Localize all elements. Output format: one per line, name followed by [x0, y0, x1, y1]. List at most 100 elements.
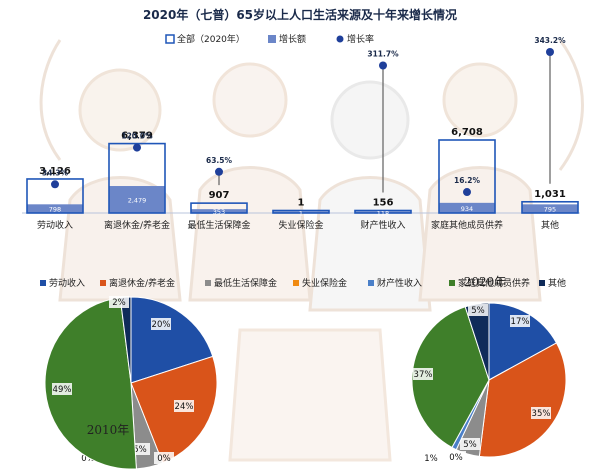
pie-legend-swatch: [539, 280, 545, 286]
pie-slice-label: 24%: [175, 402, 194, 412]
rate-label: 16.2%: [454, 176, 481, 185]
pie-slice: [488, 302, 558, 381]
rate-marker: [463, 188, 471, 197]
legend-increase-label: 增长额: [279, 33, 306, 45]
pie-legend-swatch: [449, 280, 455, 286]
pie-slice-label-bg: [468, 304, 488, 316]
bar-total-label: 1,031: [534, 189, 566, 200]
pie-slice: [44, 297, 137, 469]
pie-slice-label: 5%: [463, 440, 477, 450]
bar-total-label: 907: [209, 190, 230, 201]
pie-slice-label-bg: [531, 407, 551, 419]
pie-legend-label: 劳动收入: [49, 277, 85, 289]
pie-slice: [478, 342, 567, 458]
bar-category-label: 其他: [541, 219, 559, 231]
legend-total-swatch: [165, 34, 175, 44]
pie-slice-label-bg: [154, 452, 174, 464]
bar-category-label: 财产性收入: [360, 219, 405, 231]
bar-total-label: 3,126: [39, 166, 71, 177]
pie-slice-label-bg: [413, 368, 433, 380]
pie-slice-label-bg: [446, 451, 466, 463]
pie-slice-label-bg: [510, 315, 530, 327]
bar-total: [26, 178, 84, 214]
bar-total-label: 6,379: [121, 131, 153, 142]
pie-slice-label: 35%: [532, 409, 551, 419]
pie-chart-2010: 20% 24% 5% 0% 0% 49% 2%: [44, 296, 218, 469]
pie-slice-label: 1%: [424, 454, 438, 464]
pie-legend-swatch: [205, 280, 211, 286]
pie-legend-swatch: [368, 280, 374, 286]
pie-slice-label: 0%: [157, 454, 171, 464]
pie-legend-label: 财产性收入: [377, 277, 422, 289]
rate-label: 34.3%: [42, 168, 69, 177]
pie-chart-2020: 17%35%5%0%1%37%5%: [411, 302, 567, 464]
bar-total: [438, 139, 496, 214]
pie-legend-label: 失业保险金: [302, 277, 347, 289]
bar-total: [190, 202, 248, 214]
bar-category-label: 离退休金/养老金: [104, 219, 170, 231]
pie-slice-label-bg: [109, 296, 129, 308]
rate-marker: [215, 167, 223, 176]
pie-slice-label: 0%: [449, 453, 463, 463]
legend-increase-swatch: [268, 35, 276, 43]
pie-slice: [411, 306, 490, 449]
bar-total-label: 6,708: [451, 127, 483, 138]
bar-total-label: 156: [373, 198, 394, 209]
bar-total: [272, 209, 330, 214]
legend-total-label: 全部（2020年）: [177, 33, 245, 45]
pie-slice-label-bg: [460, 438, 480, 450]
pie-slice-label-bg: [421, 452, 441, 464]
bar-increase-label: 1: [299, 209, 303, 217]
pie-legend-swatch: [100, 280, 106, 286]
bar-category-label: 家庭其他成员供养: [431, 219, 503, 231]
rate-marker: [546, 48, 554, 56]
pie-slice-label-bg: [52, 383, 72, 395]
bar-increase: [191, 209, 247, 213]
pie-title-2010: 2010年: [87, 423, 130, 437]
pie-legend-swatch: [293, 280, 299, 286]
pie-legend-label: 最低生活保障金: [214, 277, 277, 289]
bar-total-label: 1: [298, 198, 305, 209]
pie-slice-label-bg: [174, 400, 194, 412]
pie-legend-label: 其他: [548, 277, 566, 289]
pie-slice-label: 17%: [511, 317, 530, 327]
bar-increase: [109, 186, 165, 213]
bar-category-label: 最低生活保障金: [187, 219, 250, 231]
bar-total: [521, 200, 579, 214]
bar-increase-label: 934: [461, 205, 473, 213]
bar-increase-label: 795: [544, 206, 556, 214]
legend-rate-label: 增长率: [347, 33, 374, 45]
pie-slice-label: 49%: [53, 385, 72, 395]
pie-slice-label: 0%: [81, 454, 95, 464]
rate-marker: [133, 143, 141, 152]
bar-increase-label: 353: [213, 208, 225, 216]
rate-label: 343.2%: [534, 36, 566, 45]
pie-legend: 劳动收入 离退休金/养老金 最低生活保障金 失业保险金 财产性收入 家庭其他成员供养 其他: [40, 277, 566, 289]
pie-legend-swatch: [40, 280, 46, 286]
bar-total: [108, 142, 166, 214]
pie-slice-label: 2%: [112, 298, 126, 308]
pie-title-2020: 2020年: [464, 275, 507, 289]
pie-slice-label: 20%: [152, 320, 171, 330]
rate-marker: [379, 61, 387, 70]
bar-increase-label: 118: [377, 209, 389, 217]
rate-marker: [51, 180, 59, 189]
bar-total: [354, 209, 412, 214]
bar-category-label: 劳动收入: [37, 219, 73, 231]
pie-slice-label-bg: [151, 318, 171, 330]
bar-increase-label: 2,479: [128, 197, 147, 205]
pie-slice: [464, 302, 490, 381]
bar-increase-label: 798: [49, 206, 61, 214]
rate-label: 311.7%: [367, 49, 399, 58]
pie-legend-label: 家庭其他成员供养: [458, 277, 530, 289]
pie-slice-label: 5%: [471, 306, 485, 316]
pie-slice-label: 37%: [414, 370, 433, 380]
bar-increase: [27, 204, 83, 213]
top-legend: 全部（2020年） 增长额 增长率: [165, 33, 374, 45]
bar-chart: 3,126 798 劳动收入 34.3% 6,379 2,479 离退休金/养老金 120.0…: [22, 36, 580, 231]
pie-slice-label: 5%: [133, 445, 147, 455]
pie-legend-label: 离退休金/养老金: [109, 277, 175, 289]
bar-increase: [522, 204, 578, 213]
